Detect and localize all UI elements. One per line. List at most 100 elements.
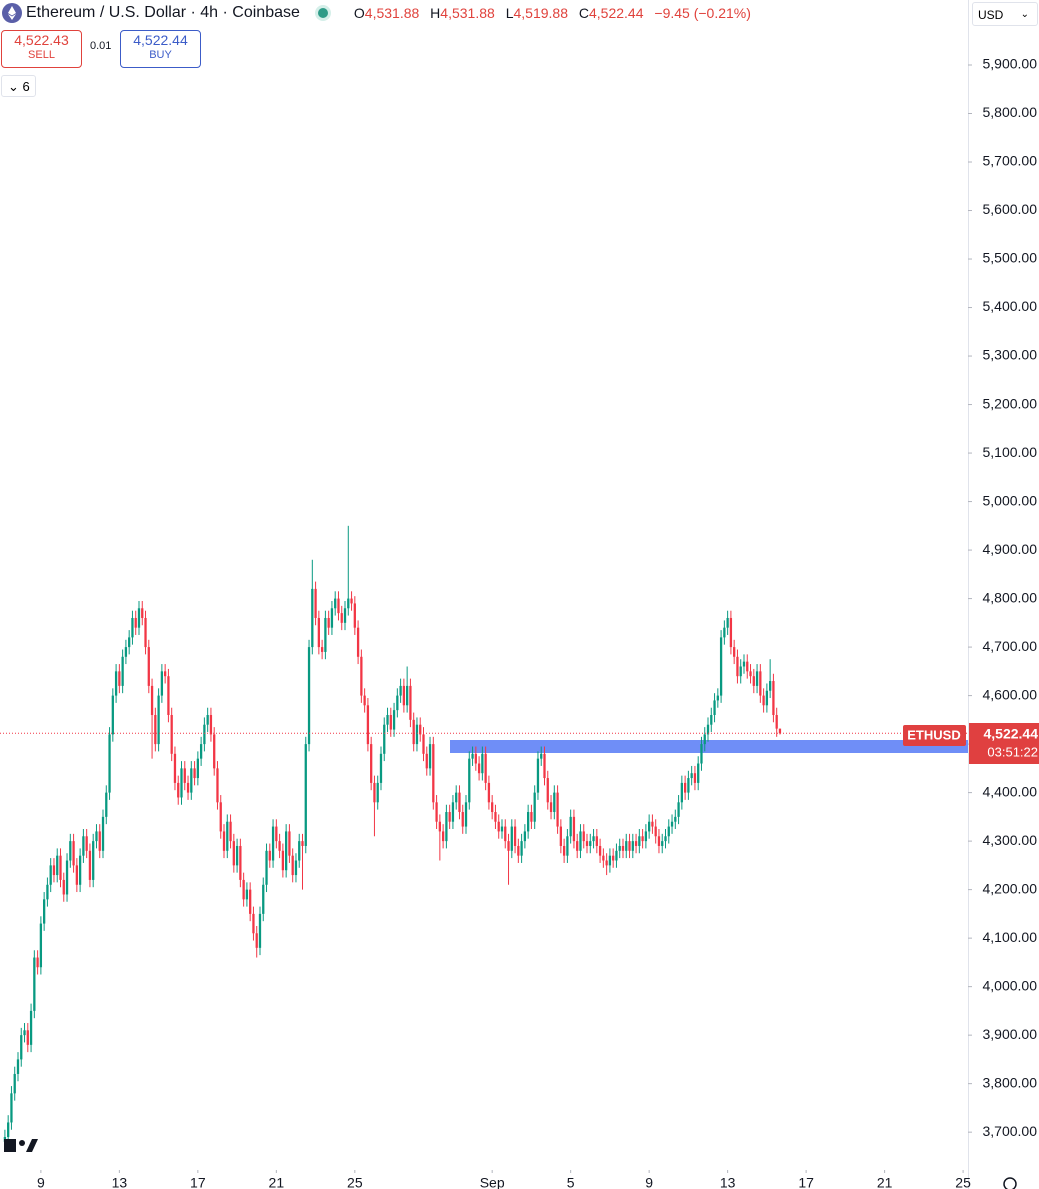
candle-body	[255, 933, 258, 948]
candle-body	[252, 913, 255, 934]
candle-body	[497, 821, 500, 832]
y-tick-label: 4,100.00	[983, 929, 1038, 945]
candle-body	[141, 608, 144, 618]
candle-body	[271, 826, 275, 861]
candle-body	[690, 773, 693, 779]
candle-body	[20, 1035, 23, 1060]
candle-body	[634, 841, 638, 846]
candle-body	[190, 768, 193, 793]
sell-button[interactable]: 4,522.43 SELL	[1, 30, 82, 68]
candle-body	[592, 836, 595, 842]
y-tick-label: 3,800.00	[983, 1074, 1038, 1090]
eth-icon	[2, 3, 22, 23]
candle-body	[755, 671, 759, 686]
candle-body	[226, 821, 229, 851]
candle-body	[85, 836, 88, 851]
h-key: H	[430, 5, 441, 21]
candle-body	[605, 860, 608, 866]
symbol-title[interactable]: Ethereum / U.S. Dollar · 4h · Coinbase	[26, 4, 300, 21]
candle-body	[451, 802, 455, 822]
candle-body	[706, 724, 710, 735]
candle-body	[759, 671, 762, 696]
candle-body	[222, 831, 226, 851]
candle-body	[219, 802, 222, 832]
candle-body	[719, 637, 723, 696]
candle-body	[494, 812, 497, 822]
clock-icon[interactable]	[1003, 1177, 1017, 1189]
candle-body	[628, 841, 631, 851]
candle-body	[235, 845, 239, 866]
candle-body	[703, 734, 706, 745]
buy-button[interactable]: 4,522.44 BUY	[120, 30, 201, 68]
candle-body	[157, 695, 160, 745]
candle-body	[36, 957, 39, 968]
candle-body	[307, 647, 311, 745]
candle-body	[468, 758, 471, 803]
candle-body	[242, 879, 245, 900]
candle-body	[772, 681, 775, 715]
candle-body	[350, 598, 353, 604]
candle-body	[337, 598, 340, 614]
candle-body	[396, 695, 399, 711]
candle-body	[56, 855, 59, 876]
candle-body	[291, 855, 294, 876]
candle-body	[167, 676, 170, 715]
candle-body	[108, 734, 111, 793]
candle-body	[288, 831, 291, 856]
candle-body	[29, 1010, 33, 1045]
candle-body	[258, 913, 262, 948]
candle-body	[517, 845, 520, 856]
candle-body	[180, 768, 183, 798]
candle-body	[726, 617, 729, 628]
ohlc: O4,531.88 H4,531.88 L4,519.88 C4,522.44 …	[354, 5, 758, 21]
candle-body	[415, 724, 419, 745]
candle-body	[527, 812, 530, 832]
indicator-toggle[interactable]: ⌄ 6	[1, 75, 36, 97]
currency-select[interactable]: USD ⌄	[972, 2, 1038, 26]
candle-body	[683, 782, 687, 793]
candle-body	[124, 647, 128, 657]
candle-body	[769, 681, 772, 691]
candle-body	[62, 879, 65, 895]
candle-body	[464, 802, 468, 827]
candle-body	[304, 744, 307, 846]
candle-body	[409, 685, 412, 720]
candle-body	[268, 850, 271, 861]
candle-body	[389, 715, 392, 730]
y-tick-label: 5,200.00	[983, 395, 1038, 411]
candle-body	[641, 836, 644, 842]
candle-body	[186, 782, 190, 793]
candle-body	[118, 671, 121, 686]
candle-body	[566, 836, 569, 856]
x-tick-label: 13	[720, 1175, 736, 1189]
candle-body	[441, 831, 445, 842]
candle-body	[674, 816, 677, 822]
candle-body	[455, 792, 458, 803]
candle-body	[275, 826, 278, 842]
candle-body	[438, 821, 441, 832]
candle-body	[128, 637, 131, 648]
y-tick-label: 4,400.00	[983, 783, 1038, 799]
candle-body	[164, 671, 167, 677]
candle-body	[572, 816, 576, 842]
candle-body	[513, 826, 517, 846]
candle-body	[173, 753, 177, 783]
candle-body	[713, 700, 716, 715]
candle-body	[448, 812, 451, 822]
candle-body	[209, 715, 213, 735]
y-tick-label: 5,000.00	[983, 492, 1038, 508]
candle-body	[402, 685, 406, 706]
symbol-tag: ETHUSD	[907, 727, 960, 742]
candle-body	[536, 758, 540, 793]
symbol-tag-bg	[903, 725, 966, 746]
c-value: 4,522.44	[589, 5, 644, 21]
candle-body	[134, 617, 137, 628]
candle-body	[598, 845, 602, 856]
candle-body	[687, 778, 690, 793]
candle-body	[196, 758, 199, 779]
candle-body	[765, 690, 769, 706]
candle-body	[576, 841, 579, 851]
candle-body	[262, 884, 265, 914]
candle-body	[458, 792, 461, 813]
candle-body	[203, 724, 206, 745]
